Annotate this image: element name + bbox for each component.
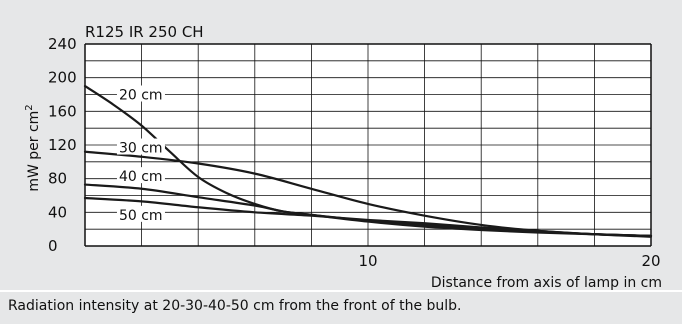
y-tick-label: 160: [48, 102, 77, 120]
curve-50-cm: [83, 196, 653, 237]
series-label-bg: [116, 205, 165, 222]
series-label: 20 cm: [119, 88, 163, 104]
x-axis-label: Distance from axis of lamp in cm: [431, 275, 662, 290]
y-tick-label: 0: [48, 237, 58, 255]
series-label-bg: [116, 167, 165, 184]
series-label-bg: [116, 138, 165, 155]
divider: [0, 290, 682, 292]
curves: [83, 84, 653, 238]
y-tick-label: 120: [48, 136, 77, 154]
y-axis-label-main: mW per cm: [26, 111, 42, 192]
tick-labels: 0 40 80 120 160 200 240 10 20: [48, 35, 661, 270]
y-tick-label: 240: [48, 35, 77, 53]
svg-text:mW per cm2: mW per cm2: [24, 104, 42, 191]
x-tick-label: 10: [358, 252, 377, 270]
series-labels: 20 cm 30 cm 40 cm 50 cm: [116, 85, 165, 224]
chart-frame: R125 IR 250 CH mW per cm2 20 cm 30 cm 40 c…: [24, 23, 662, 291]
series-label: 30 cm: [119, 141, 163, 157]
grid-lines: [84, 43, 652, 247]
series-label: 40 cm: [119, 169, 163, 185]
y-axis-label: mW per cm2: [24, 104, 42, 191]
series-label: 50 cm: [119, 208, 163, 224]
series-label-bg: [116, 85, 165, 102]
chart-title: R125 IR 250 CH: [85, 23, 204, 41]
x-tick-label: 20: [641, 252, 660, 270]
radiation-chart: R125 IR 250 CH mW per cm2 20 cm 30 cm 40 c…: [24, 23, 662, 291]
y-tick-label: 80: [48, 170, 67, 188]
y-tick-label: 200: [48, 69, 77, 87]
figure-caption: Radiation intensity at 20-30-40-50 cm fr…: [8, 298, 462, 314]
y-axis-label-superscript: 2: [24, 104, 35, 110]
y-tick-label: 40: [48, 203, 67, 221]
